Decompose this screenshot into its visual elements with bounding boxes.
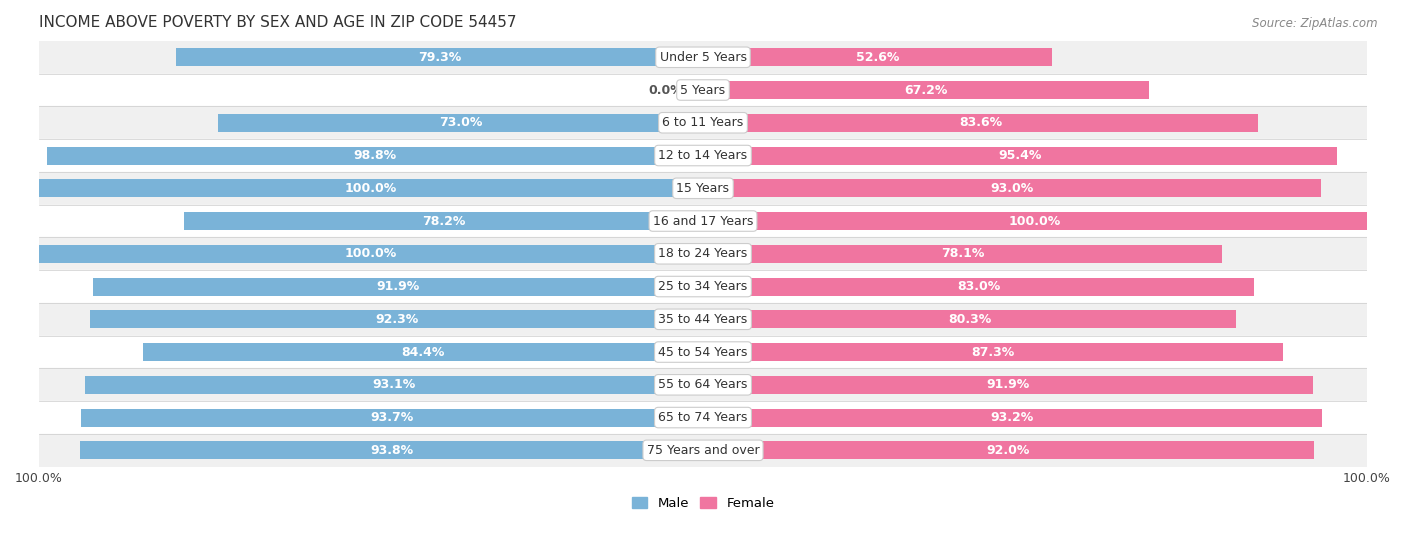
Text: 93.1%: 93.1% <box>373 378 416 391</box>
Text: 6 to 11 Years: 6 to 11 Years <box>662 116 744 129</box>
Text: 55 to 64 Years: 55 to 64 Years <box>658 378 748 391</box>
Bar <box>39 401 1367 434</box>
Bar <box>703 245 1222 263</box>
Text: 100.0%: 100.0% <box>1010 215 1062 228</box>
Text: 65 to 74 Years: 65 to 74 Years <box>658 411 748 424</box>
Bar <box>703 114 1258 132</box>
Bar <box>39 245 703 263</box>
Bar <box>703 376 1313 394</box>
Bar <box>39 41 1367 74</box>
Bar <box>703 441 1315 459</box>
Legend: Male, Female: Male, Female <box>626 492 780 515</box>
Text: 87.3%: 87.3% <box>972 345 1015 358</box>
Text: 92.0%: 92.0% <box>987 444 1031 457</box>
Text: 93.0%: 93.0% <box>990 182 1033 195</box>
Bar <box>80 441 703 459</box>
Text: 75 Years and over: 75 Years and over <box>647 444 759 457</box>
Text: 16 and 17 Years: 16 and 17 Years <box>652 215 754 228</box>
Bar <box>703 81 1149 99</box>
Bar <box>184 212 703 230</box>
Text: Under 5 Years: Under 5 Years <box>659 51 747 64</box>
Text: 83.0%: 83.0% <box>957 280 1000 293</box>
Bar <box>39 368 1367 401</box>
Text: 92.3%: 92.3% <box>375 313 418 326</box>
Bar <box>39 238 1367 270</box>
Bar <box>703 212 1367 230</box>
Bar <box>703 409 1322 427</box>
Bar <box>39 205 1367 238</box>
Bar <box>703 277 1254 296</box>
Bar <box>39 74 1367 106</box>
Text: 95.4%: 95.4% <box>998 149 1042 162</box>
Text: 98.8%: 98.8% <box>353 149 396 162</box>
Bar <box>703 343 1282 361</box>
Text: 91.9%: 91.9% <box>987 378 1029 391</box>
Text: 5 Years: 5 Years <box>681 83 725 97</box>
Text: 93.2%: 93.2% <box>991 411 1033 424</box>
Bar <box>703 48 1052 67</box>
Text: 93.8%: 93.8% <box>370 444 413 457</box>
Bar <box>84 376 703 394</box>
Bar <box>80 409 703 427</box>
Bar <box>39 179 703 197</box>
Text: 91.9%: 91.9% <box>377 280 419 293</box>
Text: 79.3%: 79.3% <box>418 51 461 64</box>
Text: 15 Years: 15 Years <box>676 182 730 195</box>
Bar <box>703 310 1236 328</box>
Text: 78.1%: 78.1% <box>941 247 984 260</box>
Text: 35 to 44 Years: 35 to 44 Years <box>658 313 748 326</box>
Text: 80.3%: 80.3% <box>948 313 991 326</box>
Text: 83.6%: 83.6% <box>959 116 1002 129</box>
Text: 18 to 24 Years: 18 to 24 Years <box>658 247 748 260</box>
Bar <box>176 48 703 67</box>
Bar <box>39 434 1367 467</box>
Bar <box>90 310 703 328</box>
Text: 73.0%: 73.0% <box>439 116 482 129</box>
Text: 25 to 34 Years: 25 to 34 Years <box>658 280 748 293</box>
Text: 100.0%: 100.0% <box>344 247 396 260</box>
Bar <box>142 343 703 361</box>
Bar <box>703 146 1337 164</box>
Text: 78.2%: 78.2% <box>422 215 465 228</box>
Text: 45 to 54 Years: 45 to 54 Years <box>658 345 748 358</box>
Text: 84.4%: 84.4% <box>401 345 444 358</box>
Bar <box>46 146 703 164</box>
Text: 93.7%: 93.7% <box>370 411 413 424</box>
Text: 0.0%: 0.0% <box>648 83 683 97</box>
Bar <box>39 335 1367 368</box>
Bar <box>218 114 703 132</box>
Bar <box>690 81 703 99</box>
Bar <box>39 106 1367 139</box>
Text: 52.6%: 52.6% <box>856 51 900 64</box>
Bar <box>39 139 1367 172</box>
Bar <box>93 277 703 296</box>
Text: Source: ZipAtlas.com: Source: ZipAtlas.com <box>1253 17 1378 30</box>
Bar <box>703 179 1320 197</box>
Text: INCOME ABOVE POVERTY BY SEX AND AGE IN ZIP CODE 54457: INCOME ABOVE POVERTY BY SEX AND AGE IN Z… <box>39 15 516 30</box>
Bar <box>39 303 1367 335</box>
Text: 100.0%: 100.0% <box>344 182 396 195</box>
Bar <box>39 270 1367 303</box>
Text: 12 to 14 Years: 12 to 14 Years <box>658 149 748 162</box>
Bar <box>39 172 1367 205</box>
Text: 67.2%: 67.2% <box>904 83 948 97</box>
